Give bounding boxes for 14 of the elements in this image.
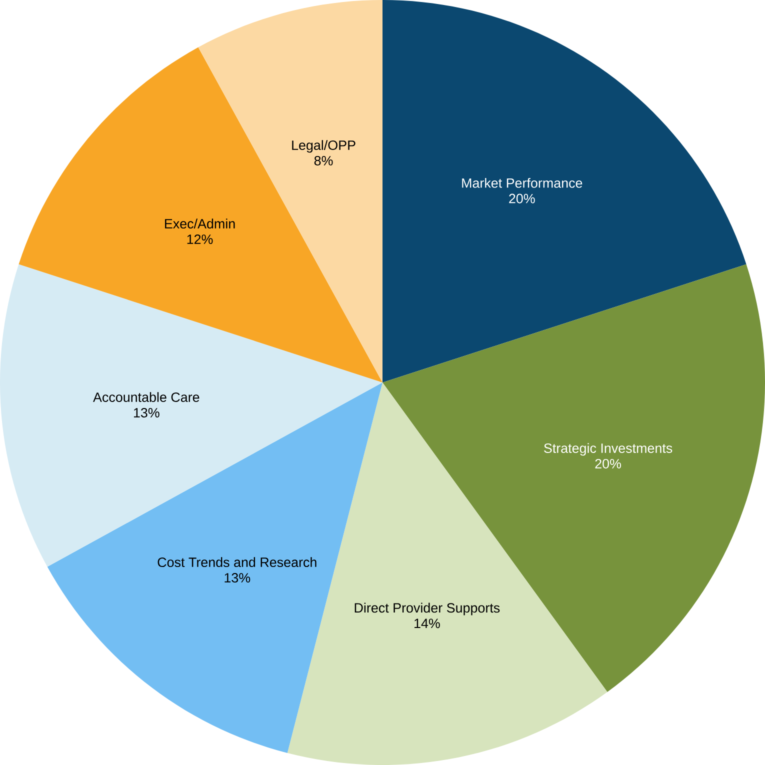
data-label: 20% xyxy=(509,194,535,204)
slice-label: Exec/Admin xyxy=(165,218,235,229)
slice-label: Market Performance xyxy=(462,178,582,188)
data-label: 13% xyxy=(224,573,250,583)
slice-label: Legal/OPP xyxy=(292,140,356,153)
slice-label: Accountable Care xyxy=(93,392,200,402)
data-label: 12% xyxy=(187,234,213,244)
data-label: 14% xyxy=(414,618,440,628)
data-label: 8% xyxy=(314,156,333,166)
slice-label: Cost Trends and Research xyxy=(158,557,316,568)
slice-label: Strategic Investments xyxy=(544,443,672,456)
data-label: 20% xyxy=(595,458,622,468)
slice-label: Direct Provider Supports xyxy=(354,602,500,616)
data-label: 13% xyxy=(134,408,160,418)
